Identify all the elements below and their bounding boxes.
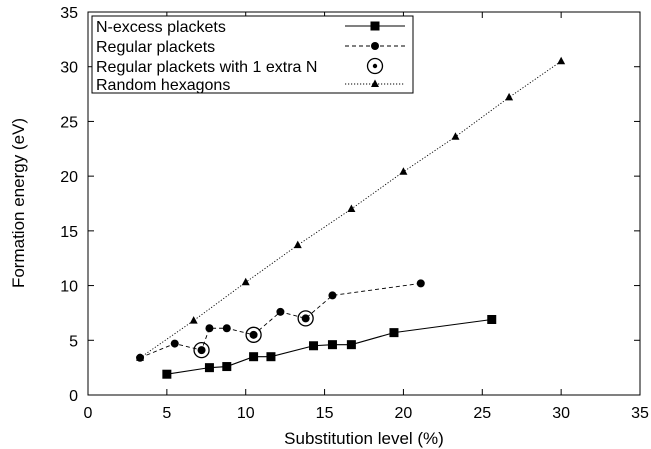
legend-label: N-excess plackets — [96, 19, 226, 36]
series-2 — [193, 310, 314, 359]
legend-marker — [370, 21, 380, 31]
data-point — [505, 92, 514, 101]
legend-label: Regular plackets — [96, 39, 215, 56]
legend: N-excess plackets Regular plackets Regular… — [91, 15, 414, 94]
x-tick-label: 30 — [552, 405, 570, 422]
series-layer — [136, 56, 566, 379]
x-axis-title: Substitution level (%) — [284, 429, 444, 448]
y-tick-label: 15 — [60, 224, 78, 241]
legend-label: Regular plackets with 1 extra N — [96, 59, 317, 76]
x-tick-label: 35 — [631, 405, 649, 422]
data-point — [346, 340, 356, 350]
data-point — [205, 324, 214, 333]
series-3 — [136, 56, 566, 361]
data-point — [293, 240, 302, 249]
data-point — [557, 56, 566, 65]
data-point — [189, 316, 198, 324]
data-point — [389, 328, 399, 338]
series-line — [166, 318, 492, 375]
data-point — [328, 291, 337, 300]
y-tick-label: 5 — [69, 333, 78, 350]
y-tick-label: 0 — [69, 388, 78, 405]
x-tick-label: 15 — [316, 405, 334, 422]
data-point — [327, 340, 337, 350]
data-point — [416, 279, 425, 288]
y-tick-label: 25 — [60, 114, 78, 131]
x-tick-label: 20 — [395, 405, 413, 422]
ticks-layer: 0 5 10 15 20 25 30 35 0 5 10 15 20 25 30 35 — [60, 5, 649, 422]
data-point — [204, 363, 214, 373]
data-point — [487, 314, 497, 324]
y-tick-label: 35 — [60, 5, 78, 22]
series-line — [139, 282, 421, 359]
legend-marker — [366, 57, 384, 75]
data-point — [222, 324, 231, 333]
data-point — [222, 362, 232, 372]
data-point — [193, 341, 210, 359]
x-tick-label: 25 — [473, 405, 491, 422]
x-tick-label: 10 — [237, 405, 255, 422]
y-tick-label: 20 — [60, 169, 78, 186]
data-point — [309, 341, 319, 351]
data-point — [136, 353, 145, 361]
data-point — [249, 352, 259, 362]
data-point — [162, 369, 172, 379]
data-point — [241, 277, 250, 286]
x-tick-label: 0 — [84, 405, 93, 422]
data-point — [399, 167, 408, 175]
y-tick-label: 30 — [60, 60, 78, 77]
data-point — [266, 352, 276, 362]
y-tick-label: 10 — [60, 279, 78, 296]
series-0 — [162, 314, 497, 379]
legend-label: Random hexagons — [96, 77, 230, 94]
data-point — [276, 307, 285, 316]
legend-box — [91, 15, 414, 94]
data-point — [451, 132, 460, 140]
plot-frame — [87, 11, 641, 396]
data-point — [170, 339, 179, 348]
y-axis-title: Formation energy (eV) — [9, 118, 28, 288]
data-point — [297, 310, 314, 327]
legend-marker — [371, 79, 379, 87]
series-1 — [136, 279, 425, 362]
data-point — [347, 204, 356, 212]
x-tick-label: 5 — [162, 405, 171, 422]
legend-marker — [371, 42, 379, 50]
data-point — [245, 326, 262, 343]
